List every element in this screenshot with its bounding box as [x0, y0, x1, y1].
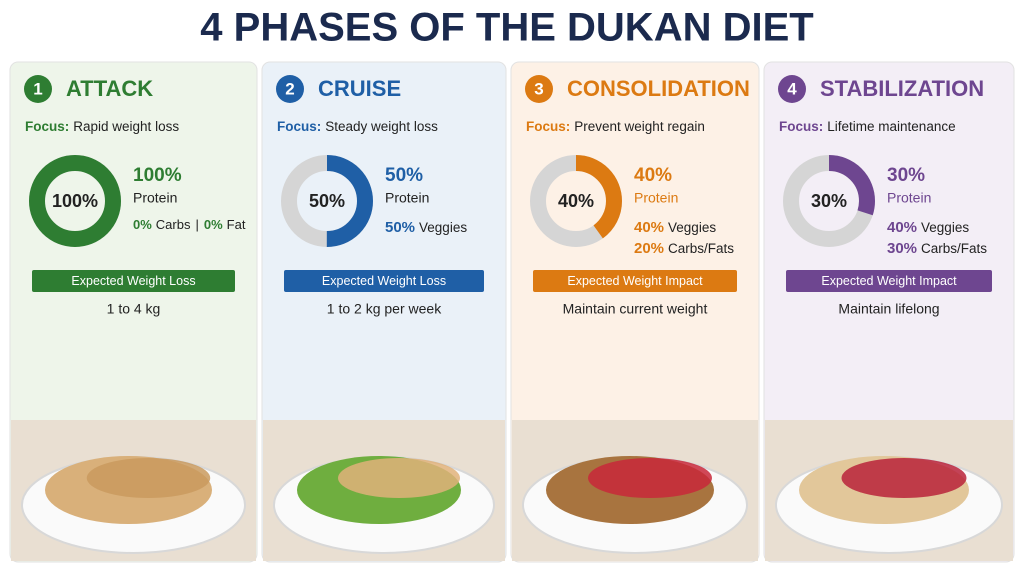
phase-name: CONSOLIDATION [567, 76, 750, 101]
food-top [338, 458, 460, 498]
focus-text: Prevent weight regain [574, 119, 705, 134]
donut-arc [783, 155, 875, 247]
result-box [786, 270, 992, 292]
phase-number: 3 [534, 79, 543, 98]
donut-arc [281, 155, 373, 247]
focus-text: Steady weight loss [325, 119, 438, 134]
detail-amount: 30% [887, 240, 917, 257]
phase-focus: Focus: Rapid weight loss [25, 119, 179, 134]
detail-amount: 40% [634, 219, 664, 236]
detail-line: 40% Veggies [634, 219, 716, 236]
main-label: Protein [133, 190, 177, 206]
food-top [588, 458, 712, 498]
phase-focus: Focus: Steady weight loss [277, 119, 438, 134]
result-box-label: Expected Weight Impact [821, 274, 957, 288]
phase-number: 2 [285, 79, 294, 98]
phase-badge [525, 75, 553, 103]
detail-line: 50% Veggies [385, 219, 467, 236]
detail-label: Veggies [921, 220, 969, 235]
detail-line: 0% Carbs | 0% Fat [133, 217, 246, 232]
detail-label: Carbs/Fats [668, 241, 734, 256]
focus-label: Focus: [526, 119, 570, 134]
focus-label: Focus: [25, 119, 69, 134]
detail-line: 40% Veggies [887, 219, 969, 236]
detail-line: 30% Carbs/Fats [887, 240, 987, 257]
phase-name: ATTACK [66, 76, 153, 101]
phase-name: STABILIZATION [820, 76, 984, 101]
donut-label: 50% [309, 191, 345, 211]
donut-label: 100% [52, 191, 98, 211]
result-text: 1 to 4 kg [107, 301, 161, 317]
donut-label: 30% [811, 191, 847, 211]
phase-badge [276, 75, 304, 103]
result-box [533, 270, 737, 292]
result-text: Maintain lifelong [838, 301, 939, 317]
main-label: Protein [887, 190, 931, 206]
detail-amount: 40% [887, 219, 917, 236]
phase-number: 1 [33, 79, 42, 98]
food-top [841, 458, 967, 498]
detail-amount: 0% [133, 217, 152, 232]
donut-arc [29, 155, 121, 247]
result-text: Maintain current weight [563, 301, 708, 317]
result-text: 1 to 2 kg per week [327, 301, 442, 317]
detail-line: 20% Carbs/Fats [634, 240, 734, 257]
focus-text: Rapid weight loss [73, 119, 179, 134]
result-box [32, 270, 235, 292]
main-label: Protein [634, 190, 678, 206]
phase-focus: Focus: Lifetime maintenance [779, 119, 956, 134]
phase-focus: Focus: Prevent weight regain [526, 119, 705, 134]
donut-arc [530, 155, 622, 247]
phase-badge [778, 75, 806, 103]
food-top [86, 458, 211, 498]
main-amount: 50% [385, 165, 423, 186]
phase-name: CRUISE [318, 76, 401, 101]
detail-label: Fat [227, 217, 246, 232]
page-title: 4 PHASES OF THE DUKAN DIET [200, 6, 813, 50]
main-amount: 40% [634, 165, 672, 186]
detail-label: Carbs [156, 217, 191, 232]
main-amount: 30% [887, 165, 925, 186]
detail-amount: 20% [634, 240, 664, 257]
focus-label: Focus: [277, 119, 321, 134]
donut-label: 40% [558, 191, 594, 211]
detail-separator: | [195, 217, 198, 232]
result-box-label: Expected Weight Impact [567, 274, 703, 288]
detail-label: Carbs/Fats [921, 241, 987, 256]
phase-badge [24, 75, 52, 103]
detail-label: Veggies [419, 220, 467, 235]
focus-text: Lifetime maintenance [827, 119, 955, 134]
main-amount: 100% [133, 165, 182, 186]
focus-label: Focus: [779, 119, 823, 134]
result-box-label: Expected Weight Loss [322, 274, 446, 288]
result-box [284, 270, 484, 292]
detail-amount: 0% [204, 217, 223, 232]
detail-amount: 50% [385, 219, 415, 236]
result-box-label: Expected Weight Loss [71, 274, 195, 288]
phase-number: 4 [787, 79, 797, 98]
main-label: Protein [385, 190, 429, 206]
detail-label: Veggies [668, 220, 716, 235]
